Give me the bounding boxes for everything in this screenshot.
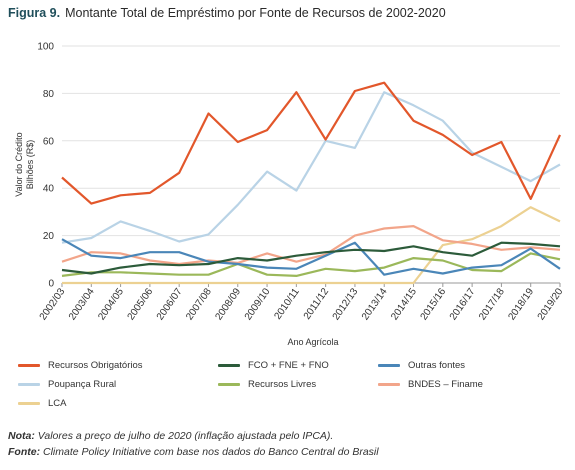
series-lines — [61, 81, 562, 285]
legend-label: LCA — [48, 398, 67, 409]
x-tick-label: 2011/12 — [302, 286, 332, 322]
legend-label: Poupança Rural — [48, 379, 117, 390]
series-line — [61, 252, 561, 277]
figure-title-text: Montante Total de Empréstimo por Fonte d… — [65, 6, 446, 20]
chart-legend: Recursos Obrigatórios FCO + FNE + FNO Outr… — [18, 360, 563, 420]
series-line — [62, 206, 561, 285]
x-tick-label: 2016/17 — [448, 286, 478, 322]
note-line: Nota: Valores a preço de julho de 2020 (… — [8, 428, 379, 444]
series-line — [61, 241, 561, 275]
legend-swatch — [18, 402, 40, 405]
y-tick-label: 40 — [43, 184, 55, 195]
x-tick-label: 2005/06 — [126, 286, 156, 322]
x-axis-ticks: 2002/03 2003/04 2004/05 2005/06 2006/07 2007/… — [38, 283, 566, 322]
x-tick-label: 2003/04 — [67, 286, 97, 322]
legend-item: Recursos Obrigatórios — [18, 360, 143, 371]
source-text: Climate Policy Initiative com base nos d… — [43, 446, 379, 458]
legend-swatch — [18, 383, 40, 386]
series-line — [61, 91, 561, 244]
legend-label: Recursos Livres — [248, 379, 317, 390]
x-tick-label: 2009/10 — [243, 286, 273, 322]
legend-swatch — [218, 364, 240, 367]
legend-swatch — [218, 383, 240, 386]
x-tick-label: 2006/07 — [155, 286, 185, 322]
legend-label: BNDES – Finame — [408, 379, 483, 390]
legend-label: FCO + FNE + FNO — [248, 360, 329, 371]
legend-item: FCO + FNE + FNO — [218, 360, 329, 371]
legend-item: BNDES – Finame — [378, 379, 483, 390]
source-label: Fonte: — [8, 446, 41, 458]
series-line — [61, 238, 561, 276]
x-tick-label: 2019/20 — [536, 286, 566, 322]
y-tick-label: 80 — [43, 89, 55, 100]
note-label: Nota: — [8, 430, 35, 442]
x-tick-label: 2002/03 — [38, 286, 68, 322]
figure-title: Figura 9. Montante Total de Empréstimo po… — [8, 6, 446, 20]
note-text: Valores a preço de julho de 2020 (inflaç… — [37, 430, 334, 442]
y-axis-label-line-2: Bilhões (R$) — [25, 140, 35, 190]
x-tick-label: 2010/11 — [272, 286, 302, 322]
x-axis-label: Ano Agrícola — [287, 337, 338, 347]
legend-swatch — [18, 364, 40, 367]
series-line — [61, 81, 562, 205]
x-tick-label: 2012/13 — [331, 286, 361, 322]
legend-swatch — [378, 364, 400, 367]
figure-label: Figura 9. — [8, 6, 61, 20]
x-tick-label: 2007/08 — [184, 286, 214, 322]
legend-item: Poupança Rural — [18, 379, 116, 390]
y-axis-label-line-1: Valor do Crédito — [14, 132, 24, 196]
y-tick-label: 100 — [37, 42, 54, 53]
series-line — [61, 225, 561, 266]
x-tick-label: 2017/18 — [477, 286, 507, 322]
legend-swatch — [378, 383, 400, 386]
y-axis-ticks: 0 20 40 60 80 100 — [37, 42, 54, 290]
source-line: Fonte: Climate Policy Initiative com bas… — [8, 444, 379, 460]
legend-label: Outras fontes — [408, 360, 466, 371]
x-tick-label: 2008/09 — [213, 286, 243, 322]
legend-item: Outras fontes — [378, 360, 465, 371]
x-tick-label: 2004/05 — [96, 286, 126, 322]
legend-item: LCA — [18, 398, 66, 409]
line-chart: 0 20 40 60 80 100 2002/03 2003/04 2004/05 2005/0… — [14, 42, 566, 348]
y-tick-label: 0 — [48, 279, 54, 290]
x-tick-label: 2018/19 — [506, 286, 536, 322]
x-tick-label: 2014/15 — [389, 286, 419, 322]
y-tick-label: 20 — [43, 231, 55, 242]
figure-notes: Nota: Valores a preço de julho de 2020 (… — [8, 428, 379, 460]
legend-label: Recursos Obrigatórios — [48, 360, 143, 371]
legend-item: Recursos Livres — [218, 379, 316, 390]
x-tick-label: 2015/16 — [419, 286, 449, 322]
y-tick-label: 60 — [43, 136, 55, 147]
x-tick-label: 2013/14 — [360, 286, 390, 322]
